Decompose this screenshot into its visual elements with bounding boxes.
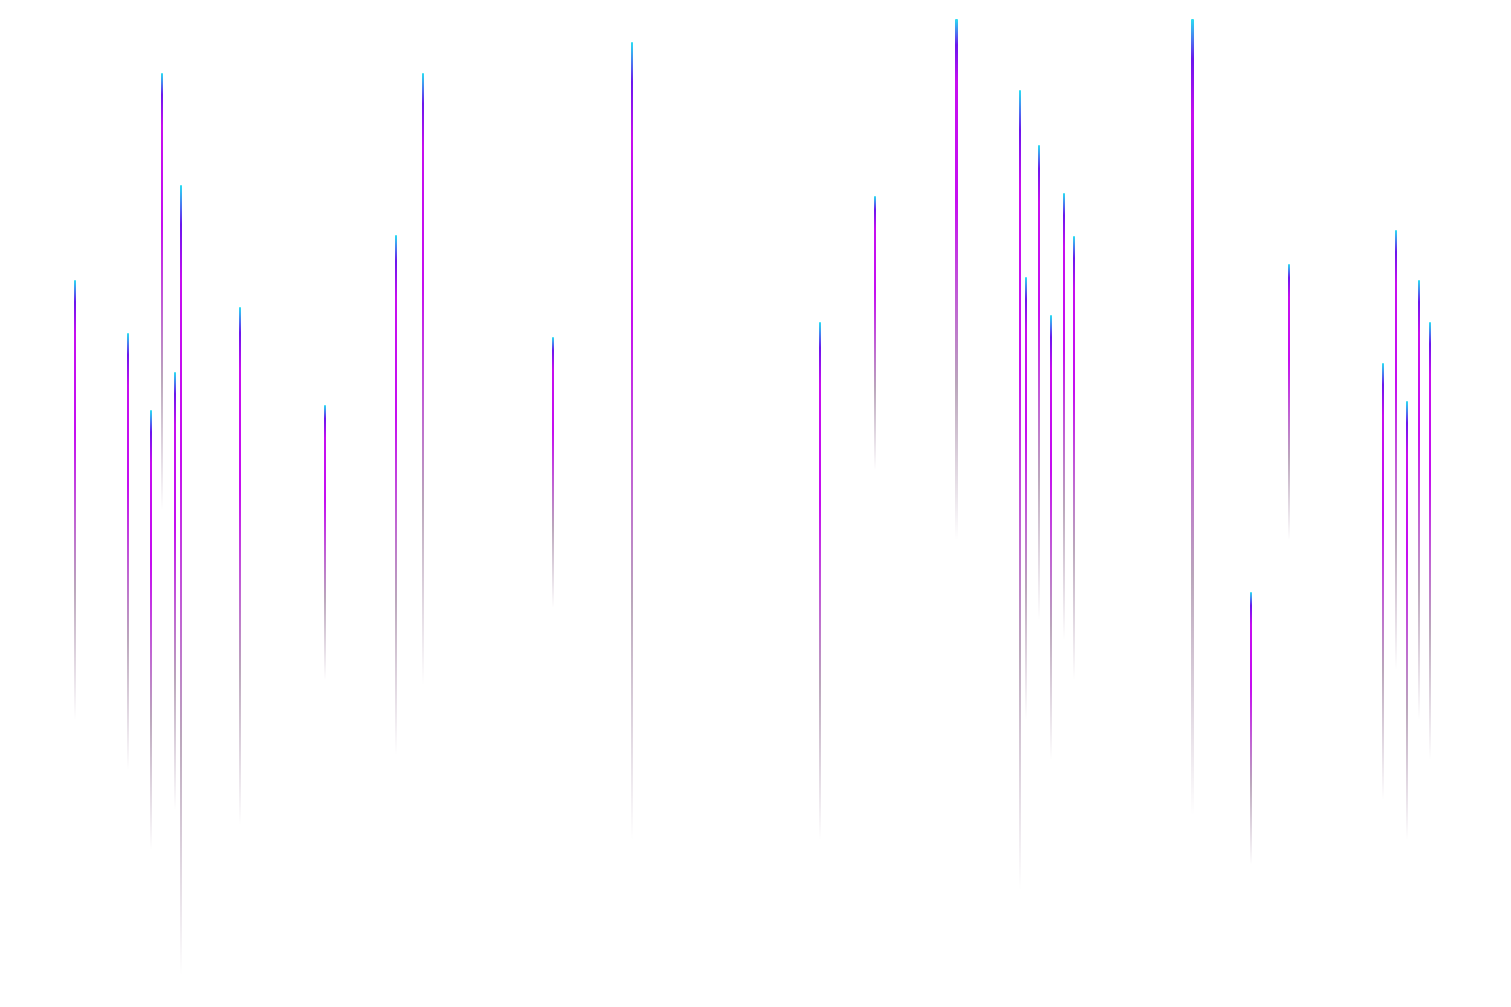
light-streak xyxy=(818,322,822,840)
light-streak xyxy=(180,185,182,975)
light-streak xyxy=(1073,236,1075,680)
light-streak xyxy=(1190,19,1194,815)
light-streak xyxy=(1382,363,1384,800)
light-streak xyxy=(873,196,877,470)
light-streak xyxy=(551,337,555,608)
light-streak xyxy=(1406,401,1408,840)
light-streak xyxy=(127,333,129,770)
light-streak xyxy=(1418,280,1420,720)
light-streak xyxy=(1249,592,1253,865)
light-streak xyxy=(238,307,242,825)
light-streak xyxy=(1019,90,1021,890)
light-streak xyxy=(1429,322,1431,760)
light-streak xyxy=(1063,193,1065,640)
light-streak xyxy=(323,405,327,680)
light-streak xyxy=(1050,315,1052,760)
light-streak xyxy=(161,73,163,510)
light-streak xyxy=(394,235,398,755)
light-streak xyxy=(74,280,76,720)
light-streak xyxy=(1395,230,1397,670)
light-streak xyxy=(630,42,634,840)
light-streak xyxy=(954,19,958,540)
light-streak xyxy=(1287,264,1291,540)
light-streak xyxy=(174,372,176,810)
light-streak xyxy=(421,73,425,685)
light-streak xyxy=(150,410,152,850)
light-streak xyxy=(1038,145,1040,620)
light-streak xyxy=(1025,277,1027,720)
